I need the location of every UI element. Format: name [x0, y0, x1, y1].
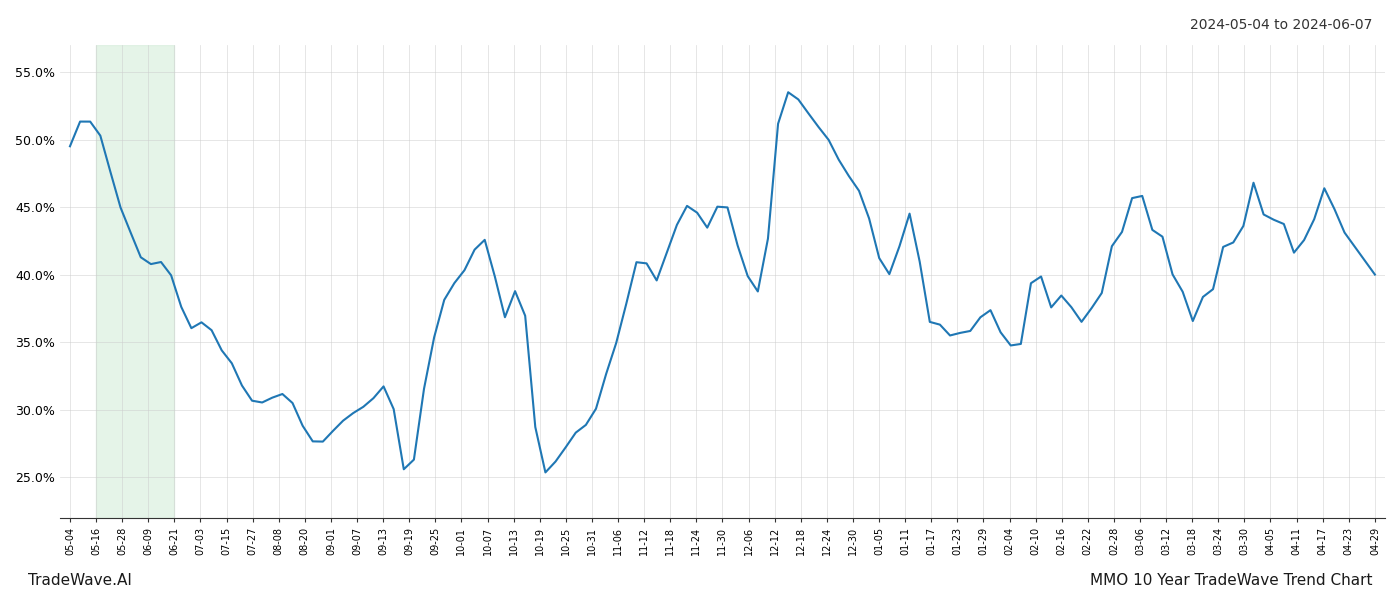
Text: MMO 10 Year TradeWave Trend Chart: MMO 10 Year TradeWave Trend Chart [1089, 573, 1372, 588]
Text: 2024-05-04 to 2024-06-07: 2024-05-04 to 2024-06-07 [1190, 18, 1372, 32]
Bar [97, 45, 175, 518]
Text: TradeWave.AI: TradeWave.AI [28, 573, 132, 588]
